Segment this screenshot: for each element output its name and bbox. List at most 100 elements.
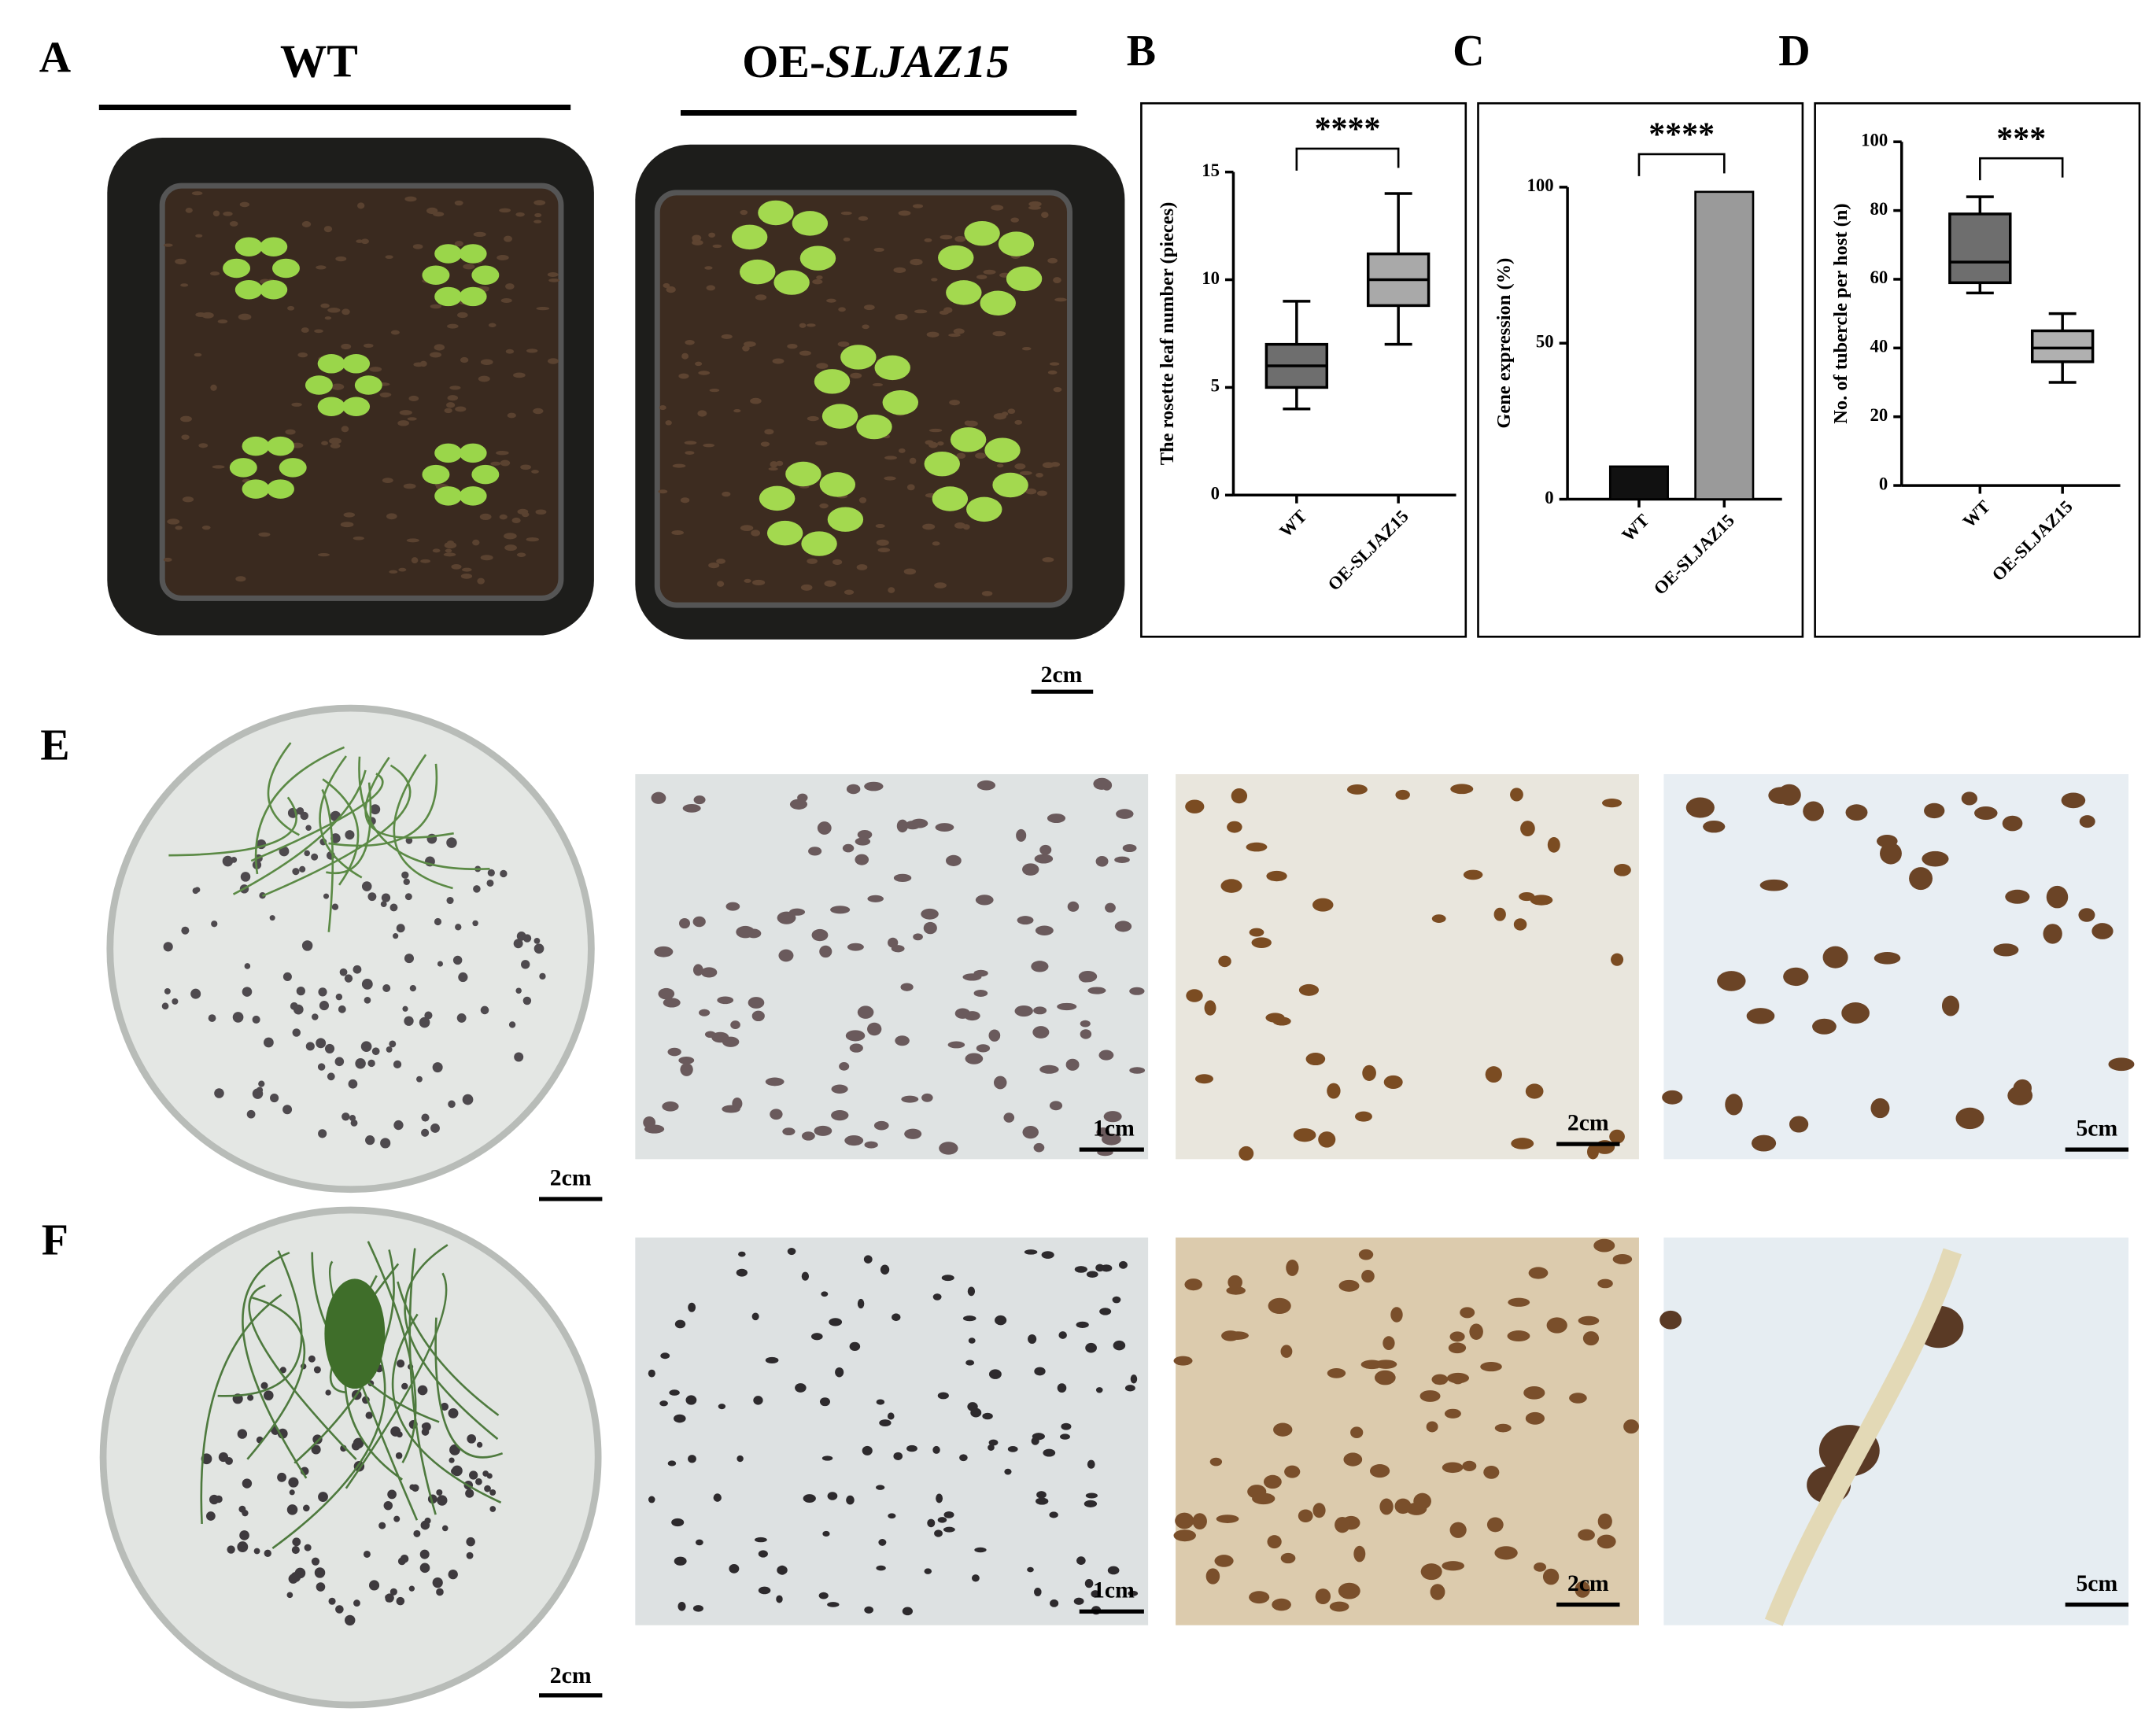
- texture: [1353, 1545, 1366, 1563]
- stem: [321, 788, 334, 932]
- texture: [1725, 1094, 1743, 1116]
- texture: [1249, 928, 1264, 937]
- texture: [1486, 1517, 1504, 1533]
- texture: [1460, 1307, 1475, 1319]
- y-tick-label: 40: [1870, 337, 1888, 356]
- x-tick-label: OE-SLJAZ15: [1650, 511, 1738, 599]
- texture: [1327, 1368, 1346, 1378]
- texture: [290, 1571, 301, 1582]
- texture: [522, 934, 532, 943]
- texture: [644, 1124, 665, 1134]
- texture: [389, 570, 398, 574]
- texture: [770, 461, 778, 468]
- texture: [922, 523, 936, 530]
- texture: [1612, 1254, 1633, 1264]
- texture: [1194, 1074, 1214, 1084]
- leaf: [964, 220, 1000, 246]
- texture: [303, 1504, 310, 1512]
- bar: [1608, 465, 1669, 500]
- texture: [393, 933, 399, 939]
- texture: [811, 928, 829, 942]
- texture: [163, 243, 173, 247]
- texture: [1107, 1566, 1120, 1575]
- texture: [892, 1313, 901, 1322]
- texture: [1080, 1029, 1092, 1039]
- texture: [361, 978, 373, 990]
- texture: [1031, 1437, 1039, 1445]
- texture: [1017, 916, 1034, 925]
- texture: [1034, 1367, 1046, 1376]
- stem: [326, 782, 372, 875]
- texture: [937, 441, 944, 446]
- texture: [680, 497, 690, 504]
- texture: [500, 869, 508, 878]
- texture: [465, 1489, 474, 1498]
- texture: [260, 1382, 268, 1389]
- texture: [279, 1367, 286, 1374]
- texture: [454, 241, 463, 247]
- texture: [658, 987, 675, 1000]
- texture: [1060, 1433, 1070, 1440]
- leaf: [792, 211, 829, 236]
- texture: [497, 254, 509, 260]
- scale-label: 2cm: [1041, 662, 1083, 688]
- texture: [981, 591, 993, 596]
- texture: [1049, 1101, 1063, 1111]
- texture: [533, 200, 546, 206]
- texture: [1582, 1331, 1600, 1346]
- texture: [884, 456, 897, 460]
- texture: [1113, 1340, 1126, 1351]
- texture: [867, 1022, 882, 1036]
- plant: [324, 1278, 386, 1389]
- texture: [837, 341, 850, 347]
- texture: [539, 972, 546, 980]
- texture: [1105, 902, 1116, 913]
- leaf: [766, 520, 803, 546]
- texture: [1128, 1590, 1139, 1596]
- texture: [1252, 1492, 1276, 1505]
- leaf: [998, 231, 1035, 256]
- texture: [411, 557, 419, 564]
- texture: [688, 1302, 696, 1312]
- texture: [419, 1549, 430, 1559]
- leaf: [856, 414, 892, 440]
- texture: [850, 372, 862, 379]
- texture: [953, 328, 965, 334]
- texture: [893, 873, 912, 883]
- texture: [1575, 1581, 1590, 1598]
- texture: [905, 821, 921, 830]
- texture: [1204, 1000, 1216, 1016]
- texture: [1993, 943, 2019, 957]
- texture: [1343, 1452, 1363, 1467]
- texture: [488, 323, 497, 327]
- texture: [862, 324, 869, 330]
- texture: [782, 1127, 796, 1136]
- texture: [1463, 869, 1483, 880]
- texture: [1095, 1264, 1105, 1272]
- texture: [289, 1489, 295, 1496]
- texture: [496, 450, 509, 456]
- texture: [484, 1485, 491, 1492]
- texture: [460, 574, 473, 579]
- panel-label: C: [1453, 27, 1484, 76]
- texture: [1186, 989, 1203, 1002]
- leaf: [342, 354, 371, 374]
- texture: [849, 1341, 861, 1352]
- texture: [1613, 864, 1631, 876]
- texture: [515, 987, 522, 994]
- leaf: [317, 354, 345, 374]
- texture: [704, 1031, 716, 1039]
- texture: [314, 1567, 326, 1578]
- texture: [1803, 801, 1824, 821]
- texture: [831, 1084, 848, 1094]
- texture: [962, 1315, 976, 1322]
- texture: [659, 1400, 668, 1407]
- texture: [982, 1412, 993, 1420]
- texture: [1430, 1584, 1445, 1600]
- texture: [1057, 1383, 1067, 1393]
- texture: [401, 1382, 408, 1390]
- stem: [404, 1244, 499, 1441]
- stem: [319, 755, 363, 879]
- group-header: WT: [280, 35, 358, 87]
- chart-frame: [1477, 101, 1804, 638]
